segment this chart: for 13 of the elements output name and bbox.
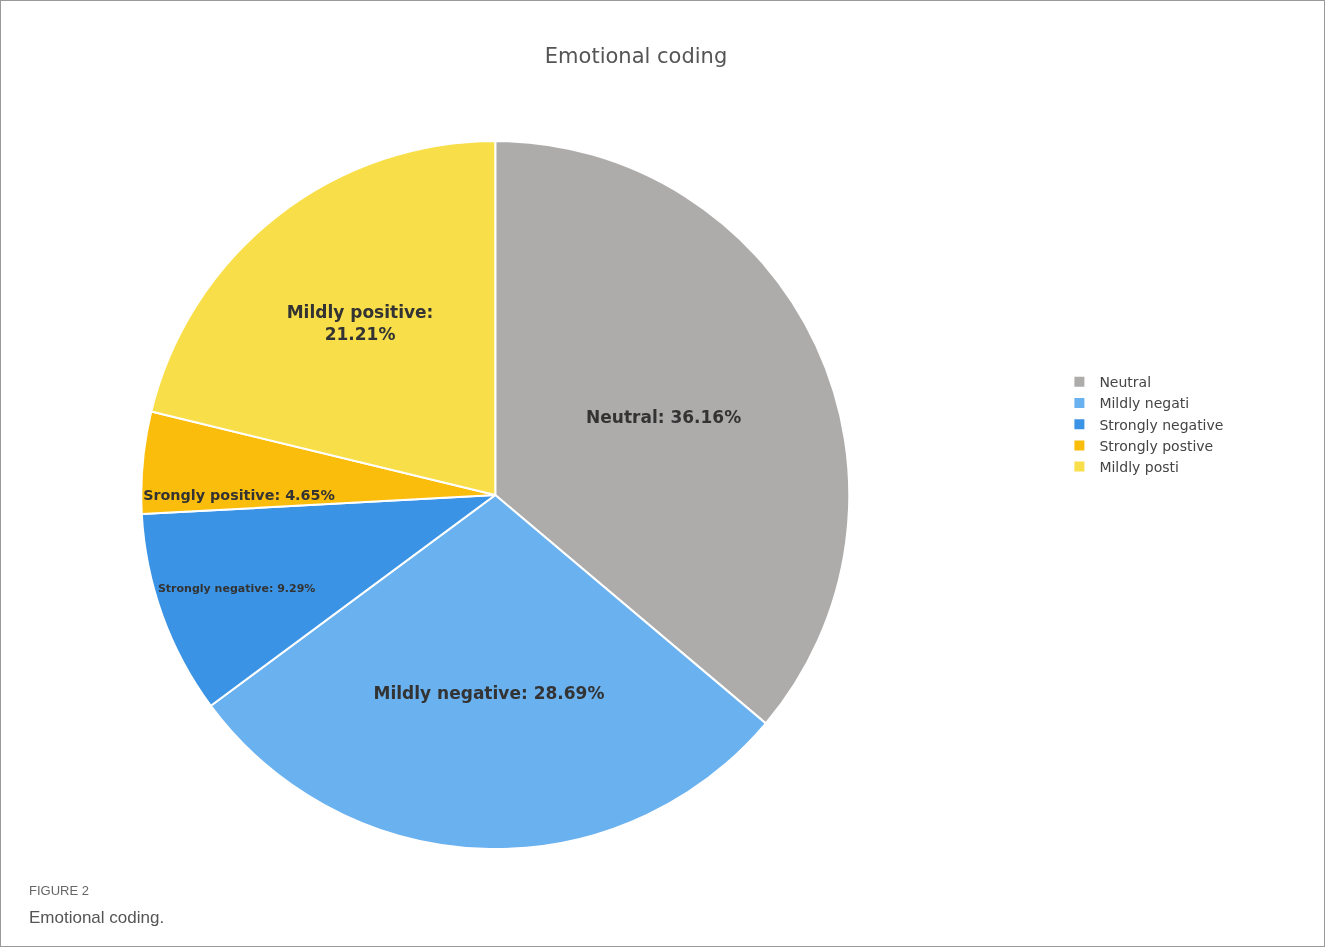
caption: FIGURE 2 bbox=[29, 883, 89, 898]
data-label: Neutral: 36.16% bbox=[586, 406, 742, 427]
data-label: Srongly positive: 4.65% bbox=[143, 487, 335, 504]
data-label: Strongly negative: 9.29% bbox=[157, 582, 316, 596]
legend-label: Mildly posti bbox=[1099, 459, 1179, 476]
text: Emotional coding. bbox=[29, 908, 165, 927]
data-label: Mildly positive: 21.21% bbox=[286, 301, 434, 345]
data-label: Mildly negative: 28.69% bbox=[373, 683, 605, 704]
legend-label: Neutral bbox=[1099, 374, 1152, 391]
chart-title: Emotional coding bbox=[544, 43, 728, 68]
legend-label: Strongly negative bbox=[1099, 416, 1224, 433]
legend-label: Mildly negati bbox=[1099, 395, 1190, 412]
legend-label: Strongly postive bbox=[1099, 437, 1214, 454]
